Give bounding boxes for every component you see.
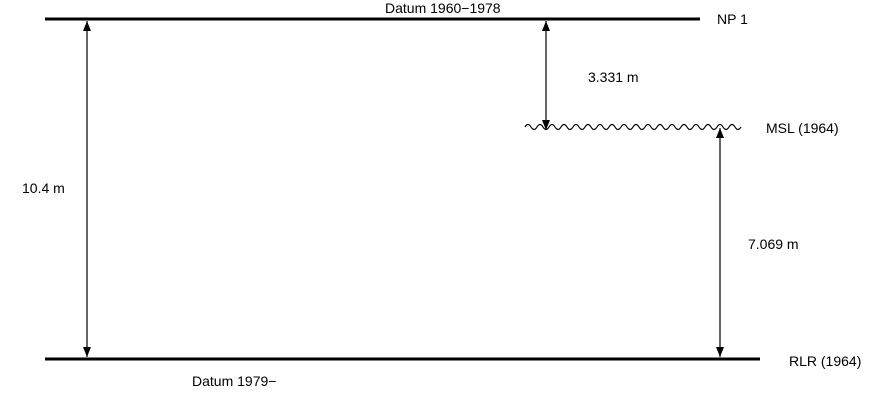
- msl-wave-line: [524, 123, 742, 131]
- np1-msl-distance-label: 3.331 m: [588, 69, 639, 85]
- total-distance-label: 10.4 m: [22, 180, 65, 196]
- np1-label: NP 1: [717, 11, 748, 27]
- rlr-label: RLR (1964): [789, 353, 861, 369]
- msl-label: MSL (1964): [766, 120, 839, 136]
- top-datum-caption: Datum 1960−1978: [385, 0, 501, 16]
- bottom-datum-caption: Datum 1979−: [192, 373, 276, 389]
- msl-rlr-distance-label: 7.069 m: [748, 236, 799, 252]
